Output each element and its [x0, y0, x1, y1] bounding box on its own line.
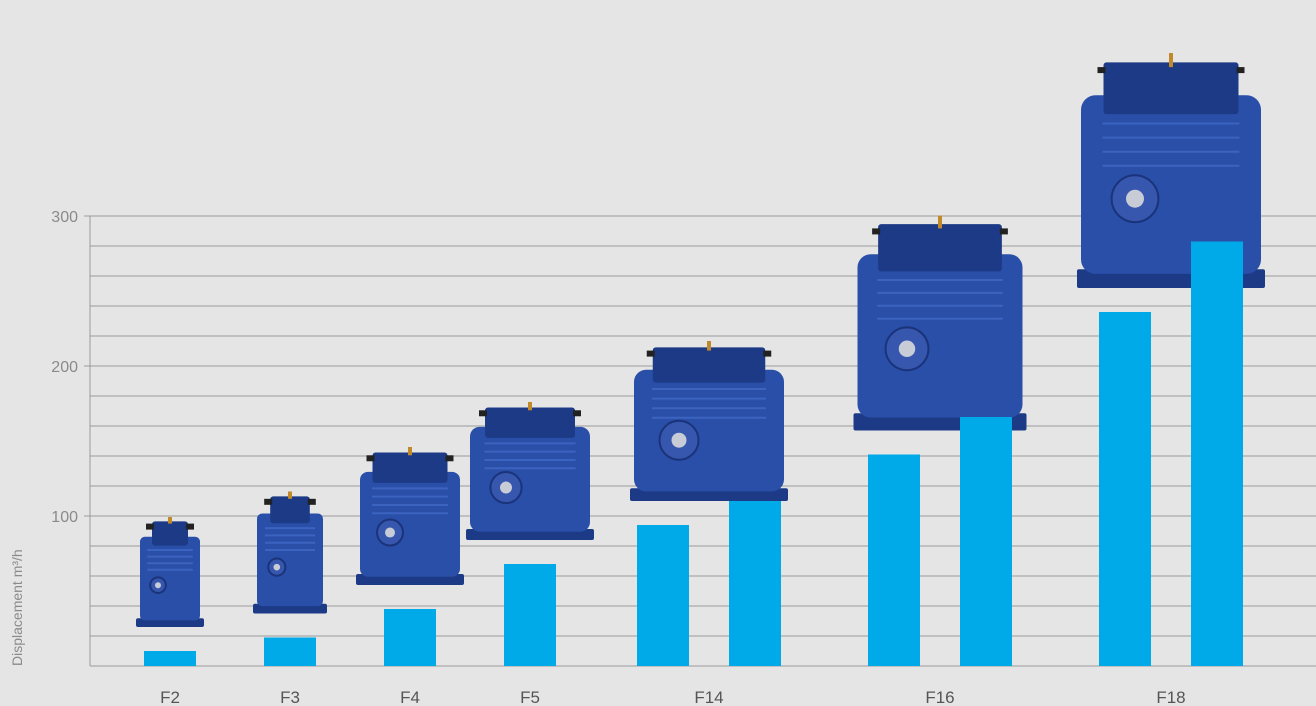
bars: [144, 241, 1243, 666]
x-tick-label: F14: [694, 688, 723, 706]
y-axis-title: Displacement m³/h: [9, 549, 25, 666]
labels: F2 F3 F4 F5 F14 F16 F18: [160, 688, 1186, 706]
bar-f5-1: [504, 564, 556, 666]
compressor-image: [253, 491, 327, 614]
x-tick-label: F18: [1156, 688, 1185, 706]
compressor-image: [630, 341, 788, 501]
x-tick-label: F16: [925, 688, 954, 706]
compressor-image: [853, 215, 1027, 431]
bar-f14-2: [729, 501, 781, 666]
bar-f2-1: [144, 651, 196, 666]
x-tick-label: F4: [400, 688, 420, 706]
compressor-image: [466, 402, 594, 540]
compressor-image: [356, 447, 464, 585]
compressor-image: [136, 517, 204, 627]
compressor-images: [136, 53, 1265, 627]
y-tick-label: 200: [51, 359, 78, 376]
x-tick-label: F3: [280, 688, 300, 706]
bar-f16-2: [960, 417, 1012, 666]
x-tick-label: F2: [160, 688, 180, 706]
bar-f18-2: [1191, 241, 1243, 666]
bar-f16-1: [868, 454, 920, 666]
y-tick-label: 100: [51, 509, 78, 526]
bar-f4-1: [384, 609, 436, 666]
compressor-image: [1077, 53, 1265, 288]
bar-f18-1: [1099, 312, 1151, 666]
x-tick-label: F5: [520, 688, 540, 706]
y-tick-label: 300: [51, 209, 78, 226]
bar-f3-1: [264, 637, 316, 666]
bar-f14-1: [637, 525, 689, 666]
